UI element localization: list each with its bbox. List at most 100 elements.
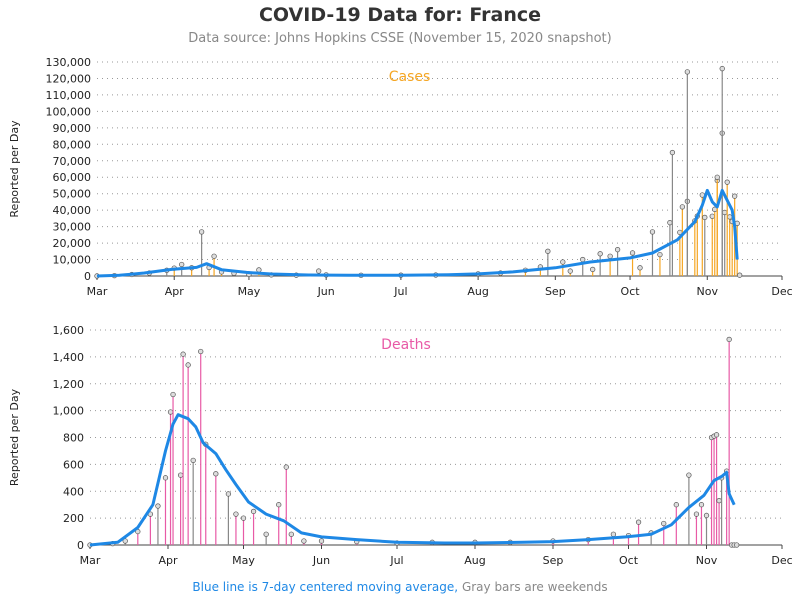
daily-point (661, 520, 667, 527)
daily-point (283, 464, 289, 470)
x-tick-label: Jul (389, 554, 403, 567)
y-tick-label: 0 (84, 270, 91, 283)
daily-point (560, 259, 566, 265)
y-tick-label: 110,000 (46, 89, 92, 102)
footer-average-note: Blue line is 7-day centered moving avera… (192, 580, 459, 594)
x-tick-label: Oct (621, 285, 641, 298)
daily-point (122, 538, 128, 544)
daily-point (318, 538, 325, 544)
daily-point (276, 502, 282, 508)
y-tick-label: 800 (63, 432, 84, 445)
daily-point (614, 247, 621, 253)
x-tick-label: Jun (317, 285, 335, 298)
moving-average-line (96, 188, 739, 278)
x-tick-label: Nov (697, 285, 719, 298)
daily-point (211, 253, 217, 259)
y-tick-label: 20,000 (53, 237, 92, 250)
y-tick-label: 70,000 (53, 155, 92, 168)
daily-point (263, 531, 269, 537)
daily-point (185, 362, 191, 368)
y-tick-label: 400 (63, 485, 84, 498)
x-tick-label: Apr (165, 285, 185, 298)
daily-point (684, 69, 690, 75)
daily-point (180, 351, 186, 357)
panel-title: Deaths (381, 337, 431, 353)
daily-point (177, 472, 184, 478)
x-tick-label: Mar (87, 285, 108, 298)
moving-average-line (89, 413, 736, 547)
daily-point (610, 531, 617, 537)
daily-point (657, 251, 663, 258)
daily-point (301, 538, 307, 544)
x-tick-label: Sep (545, 285, 566, 298)
x-tick-label: Sep (543, 554, 564, 567)
y-tick-label: 30,000 (53, 221, 92, 234)
daily-point (155, 503, 161, 509)
y-tick-label: 100,000 (46, 105, 92, 118)
daily-point (724, 179, 730, 185)
daily-point (719, 65, 725, 72)
y-axis-label: Reported per Day (8, 388, 21, 486)
daily-point (709, 213, 715, 219)
y-tick-label: 1,200 (53, 378, 85, 391)
x-tick-label: May (238, 285, 261, 298)
y-axis-label: Reported per Day (8, 120, 21, 218)
daily-point (667, 220, 673, 226)
daily-point (590, 266, 596, 273)
daily-point (629, 250, 636, 256)
daily-point (545, 248, 551, 254)
daily-point (580, 256, 586, 263)
y-tick-label: 1,000 (53, 405, 85, 418)
daily-point (635, 519, 642, 525)
daily-point (673, 502, 679, 508)
x-tick-label: Mar (80, 554, 101, 567)
daily-point (256, 267, 262, 273)
daily-point (698, 502, 705, 508)
y-tick-label: 0 (77, 539, 84, 552)
daily-point (233, 511, 239, 517)
daily-point (637, 265, 643, 271)
x-tick-label: Oct (619, 554, 639, 567)
daily-point (240, 515, 247, 521)
y-tick-label: 50,000 (53, 188, 92, 201)
daily-point (179, 261, 185, 268)
daily-point (737, 272, 743, 278)
panel-title: Cases (389, 69, 431, 85)
y-tick-label: 90,000 (53, 122, 92, 135)
x-tick-label: Dec (771, 554, 792, 567)
daily-point (727, 214, 733, 220)
daily-point (567, 268, 573, 274)
daily-point (162, 475, 169, 481)
y-tick-label: 1,600 (53, 324, 85, 337)
daily-point (597, 251, 603, 257)
daily-point (607, 253, 613, 259)
daily-point (198, 229, 205, 235)
daily-point (703, 512, 710, 519)
daily-point (213, 471, 219, 477)
daily-point (726, 336, 732, 343)
y-tick-label: 60,000 (53, 171, 92, 184)
y-tick-label: 40,000 (53, 204, 92, 217)
daily-point (722, 209, 728, 216)
daily-point (686, 472, 692, 478)
y-tick-label: 200 (63, 512, 84, 525)
chart-title: COVID-19 Data for: France (258, 4, 542, 26)
daily-point (250, 508, 257, 515)
x-tick-label: May (232, 554, 255, 567)
daily-point (225, 491, 232, 497)
daily-point (713, 432, 720, 438)
daily-point (669, 149, 676, 156)
x-tick-label: Nov (696, 554, 718, 567)
daily-point (190, 457, 196, 463)
x-tick-label: Jun (312, 554, 330, 567)
y-tick-label: 130,000 (46, 56, 92, 69)
daily-point (198, 348, 204, 355)
x-tick-label: Aug (467, 285, 488, 298)
daily-point (288, 531, 294, 537)
daily-point (716, 498, 722, 504)
y-tick-label: 120,000 (46, 72, 92, 85)
x-tick-label: Apr (158, 554, 178, 567)
chart-subtitle: Data source: Johns Hopkins CSSE (Novembe… (188, 31, 612, 46)
daily-point (679, 204, 686, 210)
y-tick-label: 10,000 (53, 254, 92, 267)
